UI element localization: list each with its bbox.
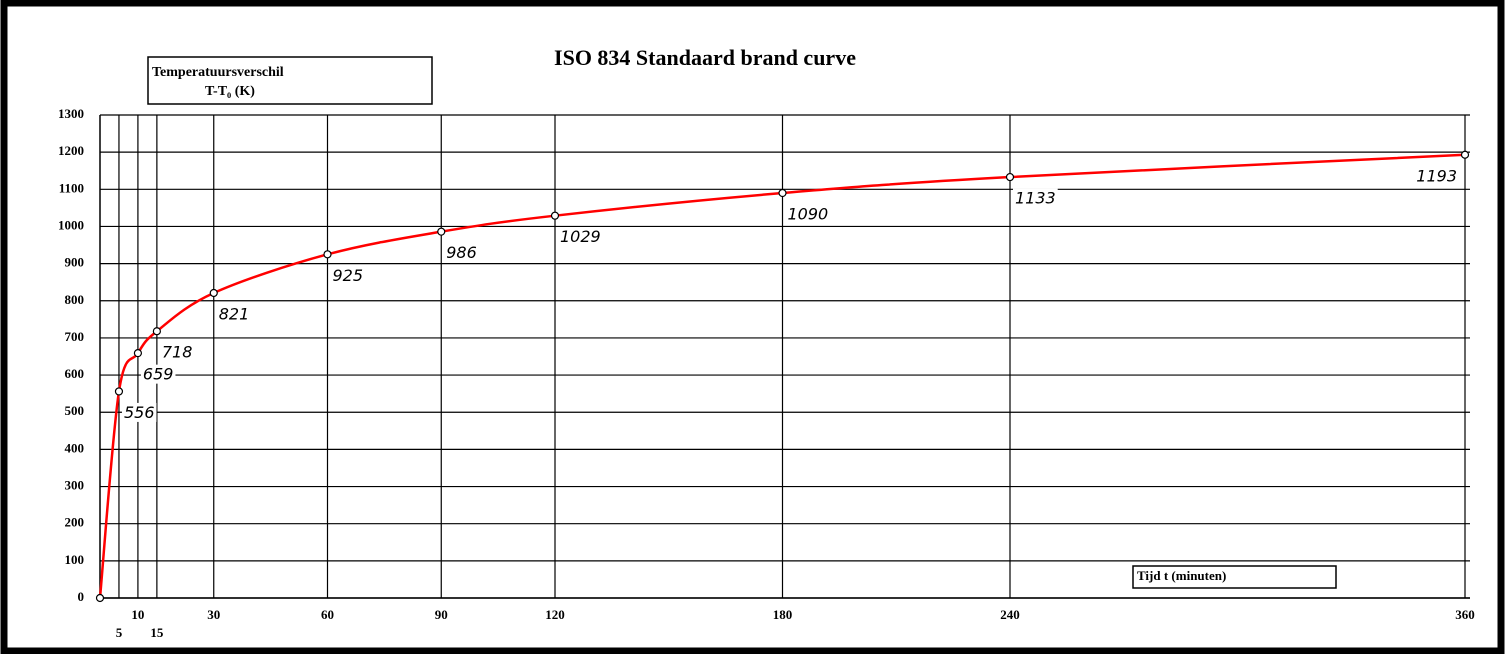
x-tick-label: 240	[1000, 607, 1020, 622]
data-label: 1090	[788, 205, 829, 224]
y-tick-label: 600	[65, 366, 85, 381]
label-bg	[330, 265, 366, 285]
y-tick-label: 400	[65, 440, 85, 455]
x-tick-label: 60	[321, 607, 334, 622]
marks	[95, 150, 1470, 603]
point	[133, 349, 143, 358]
x-tick-label: 120	[545, 607, 565, 622]
x-label: Tijd t (minuten)	[1137, 568, 1226, 583]
y-tick-label: 1200	[58, 143, 84, 158]
data-label: 1193	[1416, 166, 1457, 185]
y-tick-label: 1100	[59, 180, 84, 195]
point	[152, 327, 161, 336]
data-label: 1133	[1015, 189, 1056, 208]
point	[1005, 172, 1015, 182]
chart-title: ISO 834 Standaard brand curve	[554, 45, 856, 70]
label-bg	[1414, 166, 1459, 186]
point	[209, 288, 218, 298]
label-bg	[121, 402, 157, 422]
label-bg	[785, 204, 831, 224]
x-label-box	[1132, 565, 1337, 589]
y-tick-label: 0	[78, 589, 85, 604]
point	[323, 250, 332, 259]
data-label: 718	[162, 343, 193, 362]
label-bg	[444, 243, 479, 263]
y-tick-label: 100	[65, 552, 85, 567]
y-tick-label: 900	[65, 255, 85, 270]
point	[1460, 150, 1470, 159]
y-tick-label: 1000	[58, 217, 84, 232]
x-tick-label: 180	[773, 607, 793, 622]
label-bg	[216, 304, 252, 324]
y-tick-label: 500	[65, 403, 85, 418]
data-label: 659	[143, 365, 174, 384]
data-label: 986	[446, 243, 477, 262]
y-tick-label: 300	[65, 478, 85, 493]
y-label: T-T₀ (K)	[205, 84, 255, 99]
x-tick-label: 30	[207, 607, 220, 622]
data-label: 925	[333, 266, 364, 285]
x-tick-label: 360	[1455, 607, 1475, 622]
data-label: 821	[219, 304, 250, 323]
data-label: 556	[124, 403, 155, 422]
data-label: 1029	[560, 227, 601, 246]
x-tick-label: 10	[131, 607, 144, 622]
point	[550, 211, 560, 220]
y-label-box	[147, 56, 433, 105]
point	[437, 227, 446, 236]
y-tick-label: 700	[65, 329, 85, 344]
x-tick-label: 5	[116, 625, 123, 640]
y-tick-label: 1300	[58, 106, 84, 121]
label-bg	[159, 342, 195, 362]
x-tick-label: 90	[435, 607, 448, 622]
x-tick-label: 15	[150, 625, 164, 640]
point	[778, 188, 787, 198]
y-label: Temperatuursverschil	[152, 65, 284, 80]
point	[114, 387, 124, 396]
label-bg	[558, 227, 603, 247]
point	[95, 593, 105, 603]
grid	[99, 114, 1470, 599]
label-bg	[1013, 188, 1058, 208]
y-tick-label: 200	[65, 515, 85, 530]
y-tick-label: 800	[65, 292, 85, 307]
label-bg	[140, 364, 176, 384]
